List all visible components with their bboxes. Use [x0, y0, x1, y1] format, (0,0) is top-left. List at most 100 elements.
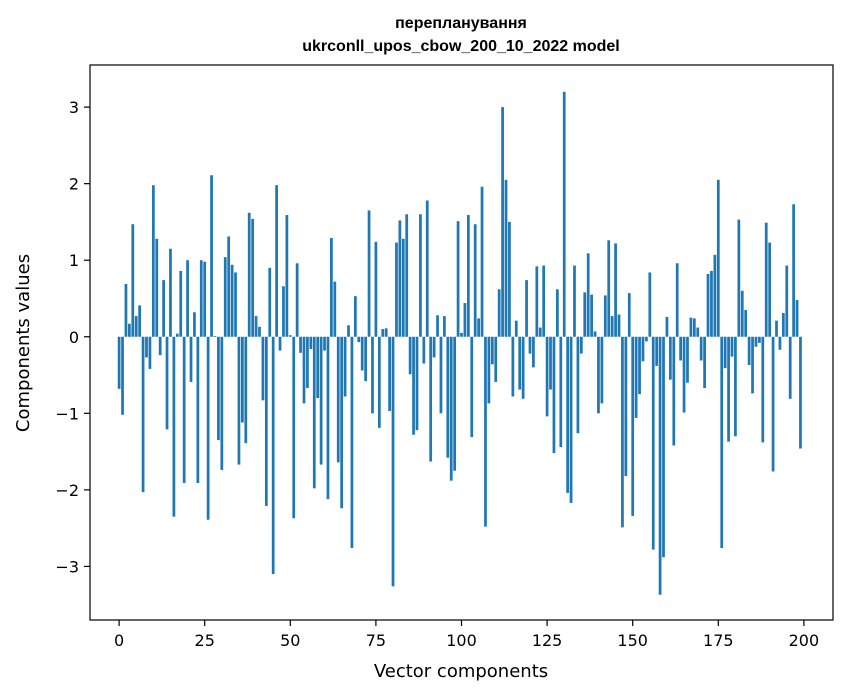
bar	[566, 336, 570, 493]
bar	[220, 336, 224, 470]
bar	[323, 336, 326, 351]
x-axis-ticks: 0 25 50 75 100 125 150 175 200	[114, 620, 819, 650]
bar	[487, 336, 491, 404]
bar	[124, 283, 128, 337]
bar	[634, 336, 638, 418]
x-axis-label: Vector components	[374, 661, 548, 682]
bar	[347, 325, 350, 337]
y-tick-label: 3	[69, 98, 79, 117]
bar	[443, 316, 446, 337]
bar	[590, 294, 593, 337]
bar	[559, 336, 563, 447]
bar	[213, 335, 217, 337]
bar	[556, 289, 559, 337]
bar	[586, 253, 590, 337]
bar	[699, 336, 703, 361]
bar	[381, 329, 385, 337]
bar	[121, 336, 124, 415]
bar	[429, 336, 433, 462]
bar	[576, 336, 580, 434]
bar	[141, 336, 145, 493]
y-tick-label: 0	[69, 328, 79, 347]
bar	[453, 336, 457, 471]
bar	[182, 336, 186, 483]
bar	[199, 260, 203, 337]
bar	[552, 336, 556, 454]
bar	[744, 309, 748, 337]
bar	[480, 186, 484, 337]
x-tick-label: 125	[532, 631, 563, 650]
bar	[597, 336, 600, 414]
bar	[658, 336, 662, 595]
bar	[778, 336, 782, 350]
bar	[299, 336, 302, 353]
bar	[343, 336, 347, 397]
bar	[285, 215, 289, 337]
bar	[607, 240, 611, 337]
bar	[302, 336, 306, 404]
bar	[237, 336, 241, 465]
bar	[579, 336, 583, 354]
bar	[758, 336, 761, 343]
bar	[734, 336, 737, 437]
bar	[573, 265, 576, 337]
bar	[593, 331, 597, 337]
x-tick-label: 50	[280, 631, 300, 650]
bar	[716, 179, 720, 337]
bar	[799, 336, 802, 449]
bar	[172, 336, 176, 517]
bar	[484, 336, 487, 527]
bar	[223, 257, 227, 337]
x-tick-label: 75	[366, 631, 386, 650]
bar	[251, 218, 255, 337]
bar	[569, 336, 573, 503]
bar	[525, 280, 528, 337]
y-axis-ticks: −3 −2 −1 0 1 2 3	[55, 98, 90, 576]
y-tick-label: −1	[55, 404, 79, 423]
y-axis-label: Components values	[13, 254, 34, 432]
bar	[196, 336, 200, 483]
bar	[545, 336, 549, 417]
bar	[134, 316, 138, 337]
bar	[781, 313, 785, 337]
bar	[330, 238, 333, 337]
bar	[275, 185, 278, 337]
bar	[395, 242, 398, 337]
bar	[710, 270, 713, 337]
bar	[186, 260, 189, 337]
x-tick-label: 200	[789, 631, 820, 650]
bar	[713, 254, 717, 337]
bar	[617, 314, 621, 337]
bar	[377, 336, 381, 428]
y-tick-label: −2	[55, 481, 79, 500]
bar	[727, 336, 730, 442]
bar	[306, 336, 309, 389]
bar	[788, 336, 792, 399]
bar	[494, 336, 498, 382]
bar	[603, 295, 607, 337]
bar	[138, 305, 142, 337]
bar	[350, 336, 354, 549]
bar	[473, 224, 477, 337]
bar	[367, 210, 371, 337]
bar	[638, 336, 641, 395]
bar	[600, 336, 604, 404]
bar	[151, 185, 155, 337]
bar	[562, 91, 566, 337]
bar	[408, 336, 412, 375]
bar	[610, 316, 614, 337]
bar	[518, 336, 522, 390]
bar	[521, 336, 525, 399]
bar	[754, 336, 758, 347]
bar	[155, 238, 159, 337]
bar	[668, 336, 672, 380]
bar	[751, 336, 754, 394]
bar	[158, 336, 162, 356]
bar	[206, 336, 210, 520]
bar	[268, 267, 272, 337]
bar	[747, 336, 751, 366]
bar	[234, 272, 237, 337]
bar	[412, 336, 415, 435]
bar	[398, 220, 402, 337]
bar	[128, 323, 131, 337]
